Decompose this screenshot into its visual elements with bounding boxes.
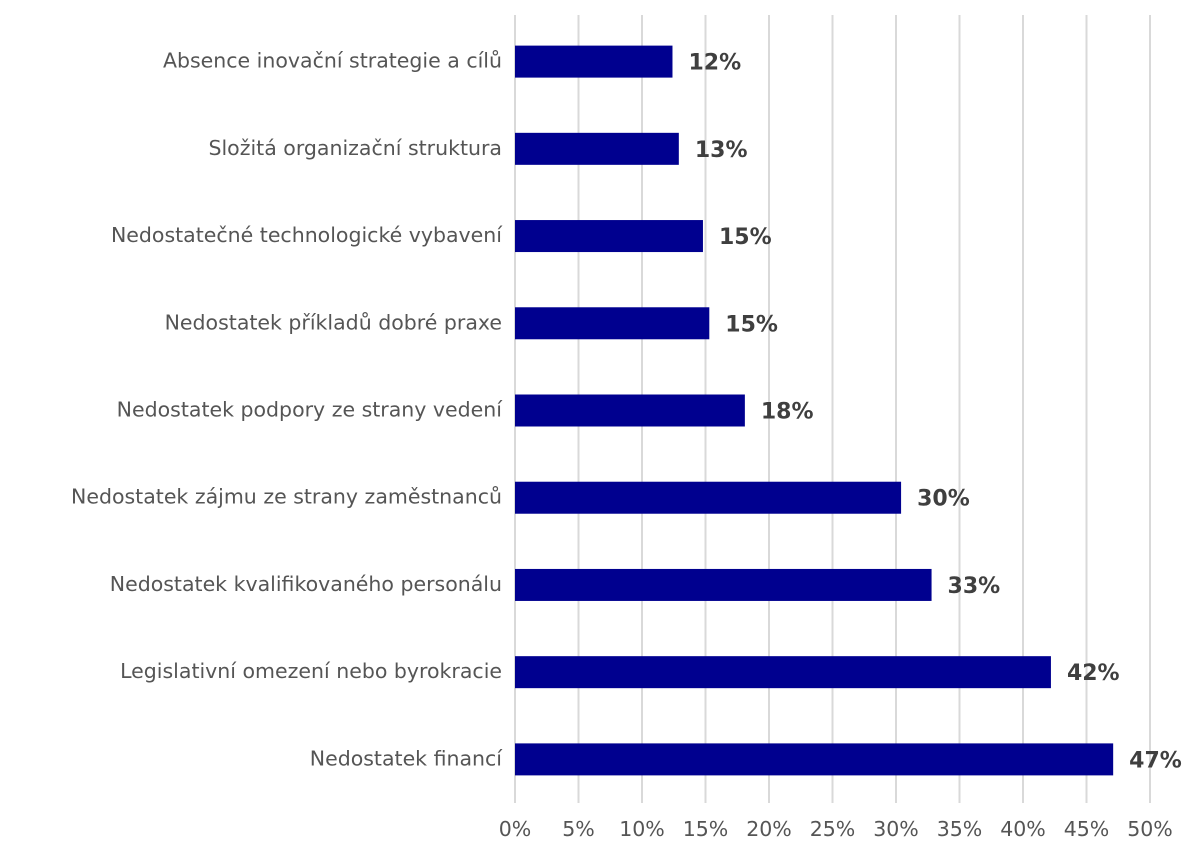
category-label: Nedostatečné technologické vybavení xyxy=(111,223,503,247)
category-label: Nedostatek příkladů dobré praxe xyxy=(165,310,502,334)
x-tick-label: 10% xyxy=(619,817,665,841)
x-tick-label: 35% xyxy=(937,817,983,841)
category-label: Složitá organizační struktura xyxy=(208,136,502,160)
bar xyxy=(515,220,703,253)
x-tick-label: 5% xyxy=(562,817,595,841)
data-label: 15% xyxy=(719,225,772,250)
data-label: 13% xyxy=(695,138,748,163)
bar xyxy=(515,394,745,427)
category-label: Nedostatek podpory ze strany vedení xyxy=(117,398,504,422)
x-tick-label: 0% xyxy=(499,817,532,841)
bar xyxy=(515,481,902,514)
data-label: 33% xyxy=(948,574,1001,599)
data-label: 47% xyxy=(1129,748,1182,773)
bars xyxy=(515,45,1114,776)
category-label: Nedostatek kvalifikovaného personálu xyxy=(110,572,502,596)
category-labels: Absence inovační strategie a cílů Složitá… xyxy=(71,49,503,771)
bar xyxy=(515,45,673,78)
x-tick-label: 40% xyxy=(1000,817,1046,841)
bar xyxy=(515,743,1114,776)
category-label: Legislativní omezení nebo byrokracie xyxy=(120,659,502,683)
x-tick-label: 25% xyxy=(810,817,856,841)
category-label: Nedostatek zájmu ze strany zaměstnanců xyxy=(71,485,502,509)
data-label: 42% xyxy=(1067,661,1120,686)
x-tick-label: 30% xyxy=(873,817,919,841)
bar xyxy=(515,307,710,340)
data-labels: 12% 13% 15% 15% 18% 30% 33% 42% 47% xyxy=(688,51,1181,774)
category-label: Nedostatek financí xyxy=(310,746,504,770)
data-label: 12% xyxy=(688,51,741,76)
x-axis-tick-labels: 0% 5% 10% 15% 20% 25% 30% 35% 40% 45% 50% xyxy=(499,817,1173,841)
data-label: 30% xyxy=(917,487,970,512)
x-tick-label: 15% xyxy=(683,817,729,841)
bar xyxy=(515,132,679,165)
x-tick-label: 45% xyxy=(1064,817,1110,841)
x-tick-label: 20% xyxy=(746,817,792,841)
category-label: Absence inovační strategie a cílů xyxy=(163,49,502,73)
bar xyxy=(515,568,932,601)
data-label: 18% xyxy=(761,400,814,425)
bar xyxy=(515,656,1051,689)
x-tick-label: 50% xyxy=(1127,817,1173,841)
data-label: 15% xyxy=(725,312,778,337)
